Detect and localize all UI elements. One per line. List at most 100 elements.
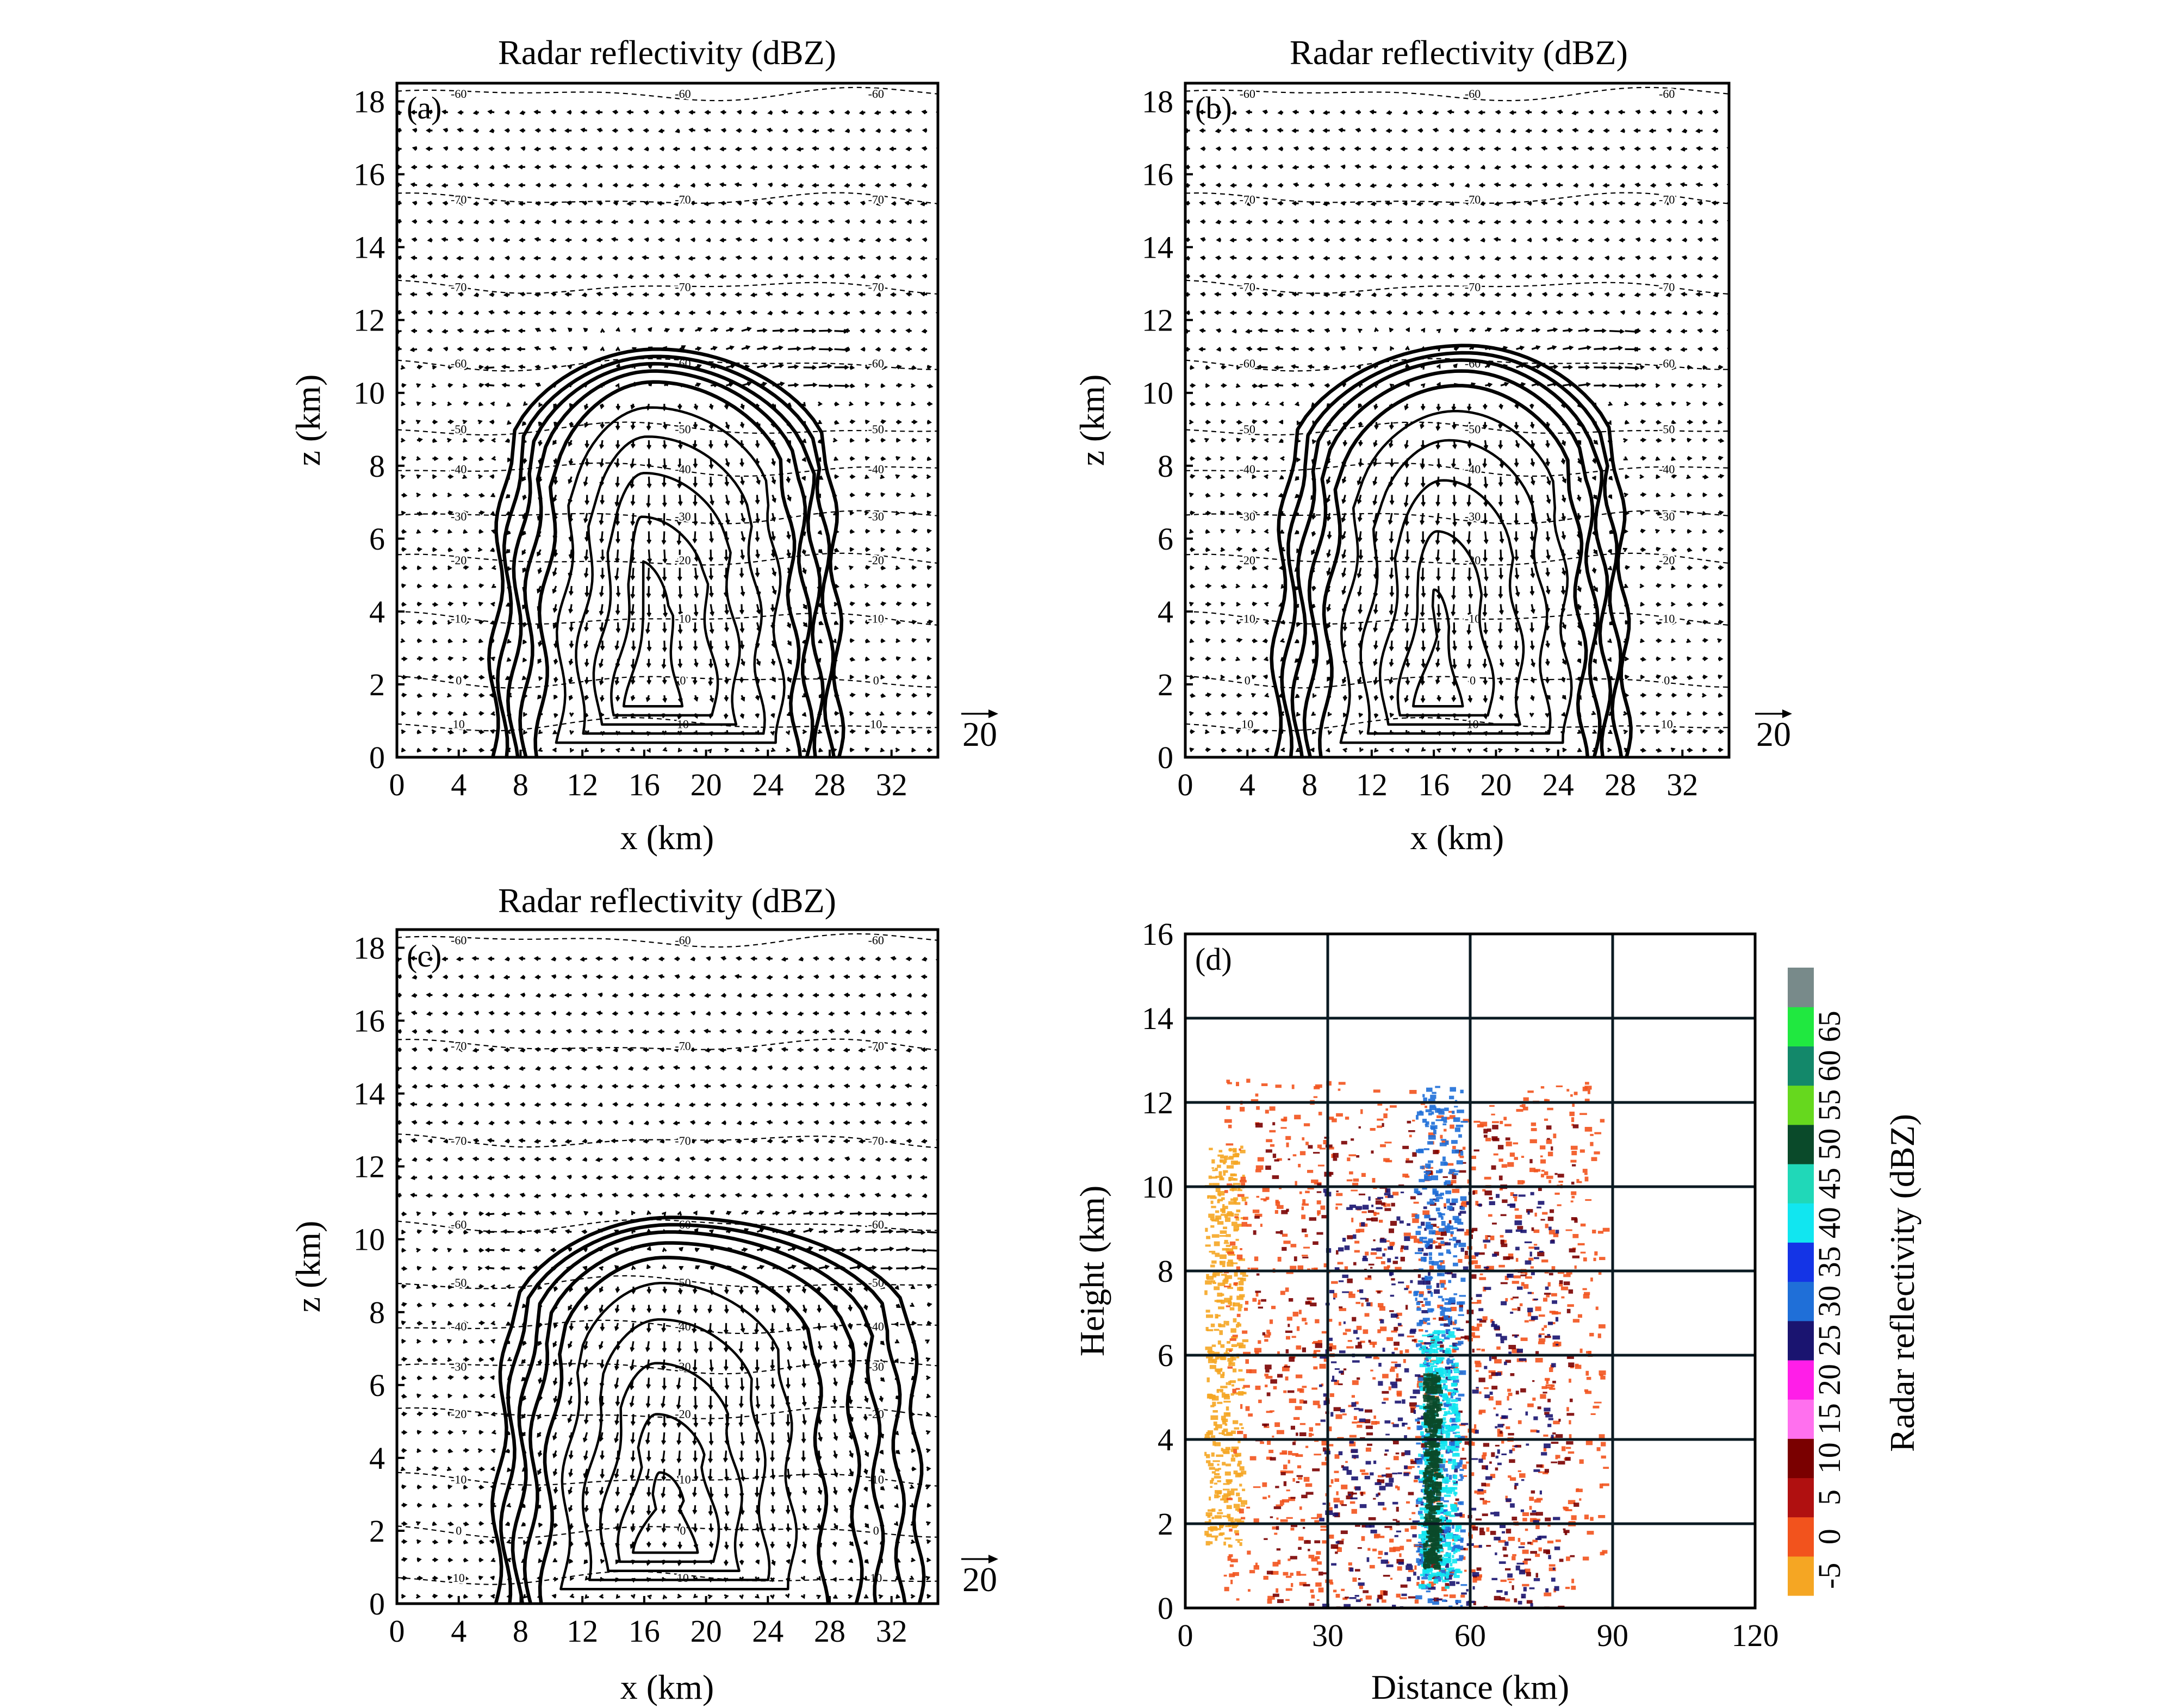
panel-a-wind-vector-head <box>615 383 620 388</box>
panel-a-wind-vector-head <box>767 146 772 152</box>
panel-a-x-label: x (km) <box>620 818 714 857</box>
panel-a-wind-vector-head <box>729 382 734 387</box>
panel-b-wind-vector-head <box>1542 182 1547 188</box>
panel-b-wind-vector-head <box>1634 292 1639 297</box>
panel-b-wind-vector-head <box>1253 638 1258 644</box>
panel-b-wind-vector-head <box>1635 237 1640 242</box>
panel-a-wind-vector-head <box>553 695 558 700</box>
panel-a-wind-vector-head <box>615 539 620 544</box>
panel-b-wind-vector-head <box>1719 473 1725 479</box>
panel-a-wind-vector-head <box>705 164 711 170</box>
panel-a-isotherm-label: -30 <box>675 510 691 523</box>
panel-a-wind-vector-head <box>864 583 869 589</box>
panel-b-wind-vector-head <box>1546 518 1552 523</box>
panel-a-isotherm-label: -50 <box>868 422 884 436</box>
panel-b-wind-vector-head <box>1656 602 1662 607</box>
panel-b-wind-vector-head <box>1719 510 1724 515</box>
panel-b-wind-vector-head <box>1205 493 1211 498</box>
panel-b-wind-vector-head <box>1687 656 1692 662</box>
panel-b-wind-vector-head <box>1358 555 1364 560</box>
panel-b-wind-vector-head <box>1451 540 1457 545</box>
panel-b-wind-vector <box>1389 513 1393 523</box>
panel-b-wind-vector-head <box>1296 420 1301 426</box>
panel-a-wind-vector-head <box>797 110 803 115</box>
panel-a-wind-vector-head <box>583 556 589 562</box>
panel-b-wind-vector-head <box>1650 219 1656 224</box>
panel-a-wind-vector-head <box>550 256 556 261</box>
panel-a-wind-vector-head <box>865 565 871 570</box>
panel-a-wind-vector-head <box>519 255 525 261</box>
panel-a-wind-vector-head <box>725 462 730 467</box>
panel-a-wind-vector-head <box>865 528 870 534</box>
panel-b-wind-vector-head <box>1545 643 1550 649</box>
panel-b-wind-vector-head <box>1624 493 1629 497</box>
panel-a-wind-vector-head <box>906 274 911 279</box>
panel-b-wind-vector-head <box>1274 346 1280 351</box>
panel-a-wind-vector-head <box>402 565 408 571</box>
panel-a-wind-vector-head <box>750 310 755 315</box>
panel-b-wind-vector-head <box>1529 423 1535 429</box>
panel-a-wind-vector-head <box>505 438 510 443</box>
panel-a-wind-vector-head <box>480 729 485 734</box>
panel-a-wind-vector-head <box>739 609 744 615</box>
panel-a-wind-vector-head <box>612 128 617 133</box>
panel-a-wind-vector-head <box>518 183 523 188</box>
panel-b-wind-vector-head <box>1482 404 1488 410</box>
panel-b-wind-vector-head <box>1420 464 1425 470</box>
panel-a-wind-vector-head <box>642 255 647 260</box>
panel-b-wind-vector-head <box>1236 620 1242 625</box>
panel-b-wind-vector-head <box>1452 664 1457 670</box>
panel-a-wind-vector-head <box>457 328 462 333</box>
panel-b-wind-vector-head <box>1356 365 1361 370</box>
panel-b-wind-vector-head <box>1420 698 1426 703</box>
panel-a-wind-vector-head <box>418 437 423 442</box>
panel-b-wind-vector <box>1578 383 1590 387</box>
panel-a-wind-vector-head <box>725 519 730 525</box>
panel-a-wind-vector-head <box>676 540 682 546</box>
panel-b-wind-vector-head <box>1686 401 1691 407</box>
panel-a-wind-vector-head <box>599 592 604 597</box>
panel-a-wind-vector-head <box>615 482 620 488</box>
panel-b-wind-vector-head <box>1341 554 1346 559</box>
panel-a-wind-vector-head <box>881 729 886 734</box>
panel-a-wind-vector <box>663 549 666 562</box>
panel-b-wind-vector-head <box>1656 420 1662 425</box>
panel-b-wind-vector-head <box>1556 183 1561 188</box>
panel-a-wind-vector-head <box>843 183 849 188</box>
panel-b-wind-vector-head <box>1514 500 1520 506</box>
panel-a-wind-vector-head <box>905 128 910 133</box>
panel-a-wind-vector-head <box>564 238 570 243</box>
panel-a-wind-vector-head <box>401 419 406 425</box>
panel-b-wind-vector-head <box>1295 694 1300 699</box>
panel-a-wind-vector-head <box>829 109 834 115</box>
panel-b-wind-vector-head <box>1264 528 1269 534</box>
panel-a-wind-vector-head <box>522 459 527 464</box>
panel-b-wind-vector-head <box>1341 535 1346 540</box>
panel-a-reflectivity-contour <box>575 435 766 735</box>
panel-a-wind-vector-head <box>478 565 483 571</box>
panel-a-wind-vector-head <box>860 146 865 152</box>
panel-a-wind-vector-head <box>658 310 664 315</box>
panel-b-wind-vector-head <box>1452 501 1457 507</box>
panel-a-wind-vector-head <box>478 401 484 407</box>
panel-a-wind-vector-head <box>584 627 589 632</box>
panel-b-wind-vector-head <box>1436 748 1441 753</box>
panel-b-wind-vector-head <box>1264 510 1269 516</box>
panel-a-wind-vector-head <box>844 365 849 370</box>
panel-a-wind-vector-head <box>688 255 693 261</box>
panel-a-wind-vector-head <box>944 676 947 679</box>
panel-b-wind-vector-head <box>1261 310 1267 316</box>
panel-a-wind-vector-head <box>834 547 839 553</box>
panel-a-wind-vector-head <box>827 255 832 261</box>
panel-b-wind-vector-head <box>1483 747 1488 752</box>
panel-b-wind-vector <box>1734 568 1737 569</box>
panel-a-wind-vector-head <box>693 747 698 753</box>
panel-b-wind-vector-head <box>1649 346 1655 352</box>
panel-b-wind-vector-head <box>1572 273 1577 279</box>
panel-a-wind-vector-head <box>906 219 912 225</box>
panel-a-wind-vector-head <box>658 255 664 260</box>
panel-a-wind-vector-head <box>881 657 887 662</box>
panel-b-wind-vector-head <box>1529 536 1535 542</box>
panel-b-wind-vector-head <box>1608 401 1613 406</box>
panel-a-wind-vector-head <box>581 292 587 297</box>
